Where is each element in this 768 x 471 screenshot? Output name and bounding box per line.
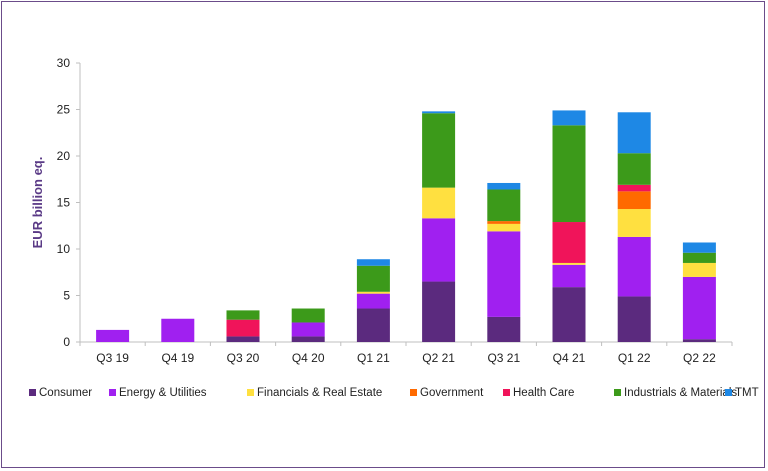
bar-segment bbox=[617, 209, 651, 237]
bar-segment bbox=[291, 308, 325, 323]
bar-segment bbox=[356, 265, 390, 292]
legend-swatch bbox=[725, 389, 732, 396]
legend-swatch bbox=[109, 389, 116, 396]
bar-segment bbox=[682, 252, 716, 263]
legend-label: Financials & Real Estate bbox=[257, 387, 382, 399]
bar-segment bbox=[356, 293, 390, 309]
bar-segment bbox=[226, 310, 260, 320]
x-tick-label: Q3 19 bbox=[96, 351, 129, 365]
bar-segment bbox=[487, 316, 521, 342]
bar-segment bbox=[291, 336, 325, 342]
legend-swatch bbox=[29, 389, 36, 396]
bar-segment bbox=[422, 281, 456, 342]
legend-swatch bbox=[247, 389, 254, 396]
y-tick-label: 30 bbox=[57, 56, 71, 70]
bar-segment bbox=[487, 223, 521, 232]
bar-segment bbox=[422, 187, 456, 219]
legend-swatch bbox=[410, 389, 417, 396]
bar-segment bbox=[617, 112, 651, 154]
bar-segment bbox=[617, 153, 651, 185]
bar-segment bbox=[552, 262, 586, 265]
legend-label: Energy & Utilities bbox=[119, 387, 207, 399]
y-tick-label: 10 bbox=[57, 242, 71, 256]
x-tick-label: Q4 21 bbox=[553, 351, 586, 365]
bar-segment bbox=[487, 231, 521, 317]
bar-segment bbox=[617, 191, 651, 210]
x-tick-label: Q2 22 bbox=[683, 351, 716, 365]
bar-segment bbox=[226, 336, 260, 342]
bar-segment bbox=[422, 218, 456, 282]
bar-segment bbox=[487, 182, 521, 190]
bar-segment bbox=[682, 276, 716, 340]
bar-segment bbox=[226, 319, 260, 337]
legend-label: Government bbox=[420, 387, 484, 399]
y-tick-label: 25 bbox=[57, 103, 71, 117]
bar-segment bbox=[682, 262, 716, 277]
bar-segment bbox=[291, 322, 325, 337]
legend-label: Health Care bbox=[513, 387, 574, 399]
bar-segment bbox=[487, 221, 521, 224]
x-tick-label: Q3 20 bbox=[227, 351, 260, 365]
bar-segment bbox=[682, 242, 716, 253]
legend-swatch bbox=[503, 389, 510, 396]
y-tick-label: 15 bbox=[57, 196, 71, 210]
bar-segment bbox=[96, 329, 130, 342]
bar-segment bbox=[422, 111, 456, 114]
legend-label: Industrials & Materials bbox=[624, 387, 737, 399]
x-tick-label: Q3 21 bbox=[487, 351, 520, 365]
y-axis-label: EUR billion eq. bbox=[30, 157, 45, 249]
x-tick-label: Q1 21 bbox=[357, 351, 390, 365]
x-tick-label: Q4 19 bbox=[161, 351, 194, 365]
y-tick-label: 20 bbox=[57, 149, 71, 163]
legend-label: Consumer bbox=[39, 387, 92, 399]
bar-segment bbox=[552, 222, 586, 263]
bar-segment bbox=[682, 339, 716, 342]
bar-segment bbox=[552, 125, 586, 223]
legend-label: TMT bbox=[735, 387, 759, 399]
y-tick-label: 0 bbox=[63, 335, 70, 349]
bar-segment bbox=[356, 259, 390, 266]
bar-segment bbox=[161, 318, 195, 342]
legend-swatch bbox=[614, 389, 621, 396]
bar-segment bbox=[617, 184, 651, 192]
y-tick-label: 5 bbox=[63, 289, 70, 303]
x-tick-label: Q4 20 bbox=[292, 351, 325, 365]
x-tick-label: Q1 22 bbox=[618, 351, 651, 365]
bar-segment bbox=[552, 110, 586, 126]
bar-segment bbox=[617, 296, 651, 342]
bar-segment bbox=[617, 236, 651, 297]
bar-segment bbox=[552, 264, 586, 288]
bar-segment bbox=[356, 308, 390, 342]
x-tick-label: Q2 21 bbox=[422, 351, 455, 365]
bar-segment bbox=[487, 189, 521, 222]
bar-segment bbox=[356, 291, 390, 294]
bar-segment bbox=[552, 287, 586, 342]
bar-segment bbox=[422, 113, 456, 188]
